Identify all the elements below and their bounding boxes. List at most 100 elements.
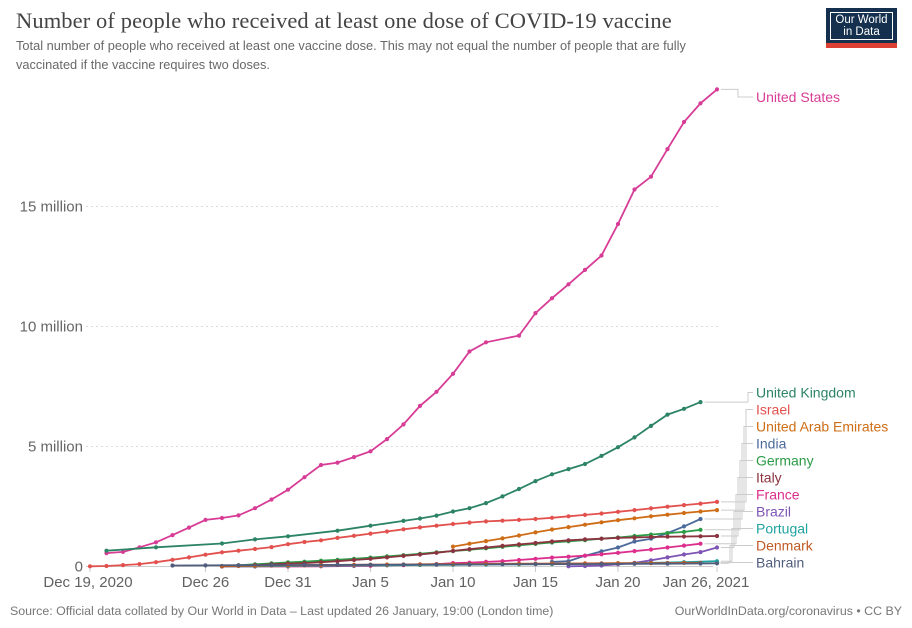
series-united-states[interactable]: United States (104, 87, 840, 556)
data-point (384, 437, 390, 442)
data-point (302, 562, 307, 568)
data-point (533, 562, 538, 567)
data-point (632, 516, 637, 521)
data-point (582, 461, 588, 467)
data-point (285, 534, 291, 539)
series-label-united-kingdom[interactable]: United Kingdom (756, 385, 856, 401)
vaccine-chart: 0 5 million 10 million 15 million Dec 19, 20… (20, 87, 888, 591)
data-point (615, 221, 621, 227)
series-label-united-arab-emirates[interactable]: United Arab Emirates (756, 419, 888, 435)
series-label-bahrain[interactable]: Bahrain (756, 555, 804, 571)
data-point (467, 562, 472, 567)
data-point (615, 545, 621, 550)
data-point (566, 538, 571, 543)
data-point (698, 501, 703, 506)
y-tick-label: 15 million (20, 199, 83, 216)
data-point (269, 545, 274, 550)
data-point (335, 535, 340, 541)
x-tick-label: Jan 5 (352, 574, 389, 591)
data-point (351, 455, 357, 460)
data-point (285, 542, 291, 547)
x-tick-label: Jan 26, 2021 (663, 574, 750, 591)
data-point (368, 449, 373, 454)
data-point (417, 552, 423, 557)
data-point (681, 503, 687, 508)
series-label-brazil[interactable]: Brazil (756, 504, 791, 520)
owid-logo[interactable]: Our World in Data (826, 8, 897, 48)
data-point (582, 522, 588, 527)
data-point (714, 87, 720, 92)
x-tick-label: Dec 31 (264, 574, 312, 591)
data-point (599, 453, 604, 458)
data-point (533, 530, 538, 535)
source-link[interactable]: OurWorldInData.org/coronavirus • CC BY (674, 604, 902, 618)
data-point (615, 518, 621, 523)
data-point (681, 529, 687, 535)
data-point (153, 540, 159, 545)
data-point (698, 527, 703, 532)
series-united-kingdom[interactable]: United Kingdom (104, 385, 856, 553)
data-point (582, 267, 588, 272)
series-label-denmark[interactable]: Denmark (756, 538, 814, 554)
series-united-arab-emirates[interactable]: United Arab Emirates (450, 419, 888, 549)
data-point (186, 525, 192, 530)
series-india[interactable]: India (549, 436, 787, 565)
data-point (500, 543, 505, 549)
data-point (170, 557, 175, 562)
series-bahrain[interactable]: Bahrain (170, 555, 804, 571)
data-point (714, 533, 720, 539)
data-point (632, 549, 637, 554)
data-point (351, 533, 357, 538)
data-point (368, 556, 373, 561)
series-line (551, 518, 701, 563)
data-point (434, 523, 439, 528)
data-point (566, 467, 571, 472)
data-point (714, 561, 720, 566)
data-point (467, 541, 472, 546)
series-label-italy[interactable]: Italy (756, 470, 782, 486)
data-point (318, 560, 324, 565)
data-point (120, 549, 126, 555)
data-point (698, 561, 703, 566)
series-label-india[interactable]: India (756, 436, 787, 452)
data-point (483, 501, 489, 506)
label-connector (704, 460, 753, 531)
series-label-france[interactable]: France (756, 487, 800, 503)
label-connector (721, 562, 753, 564)
data-point (632, 508, 637, 513)
series-israel[interactable]: Israel (87, 402, 790, 569)
label-connector (704, 494, 753, 545)
data-point (648, 174, 654, 179)
data-point (236, 548, 241, 553)
data-point (203, 517, 208, 523)
data-point (714, 508, 720, 513)
series-france[interactable]: France (219, 487, 800, 569)
data-point (681, 524, 687, 529)
x-tick-label: Dec 19, 2020 (43, 574, 132, 591)
data-point (516, 486, 522, 492)
data-point (615, 550, 621, 555)
data-point (467, 506, 472, 511)
data-point (648, 547, 654, 552)
series-label-united-states[interactable]: United States (756, 89, 840, 105)
data-point (566, 282, 571, 287)
data-point (516, 517, 522, 523)
data-point (714, 545, 720, 550)
data-point (582, 537, 588, 542)
data-point (401, 527, 406, 532)
data-point (500, 518, 505, 523)
data-point (401, 422, 406, 427)
y-tick-label: 0 (75, 559, 83, 576)
data-point (368, 523, 373, 528)
series-label-germany[interactable]: Germany (756, 453, 814, 469)
series-italy[interactable]: Italy (219, 470, 782, 569)
data-point (698, 534, 703, 539)
data-point (219, 541, 225, 546)
owid-logo-accent-bar (826, 43, 897, 48)
data-point (516, 333, 522, 338)
label-connector (721, 511, 753, 548)
data-point (203, 552, 208, 557)
data-point (500, 562, 505, 567)
series-label-portugal[interactable]: Portugal (756, 521, 808, 537)
series-label-israel[interactable]: Israel (756, 402, 790, 418)
